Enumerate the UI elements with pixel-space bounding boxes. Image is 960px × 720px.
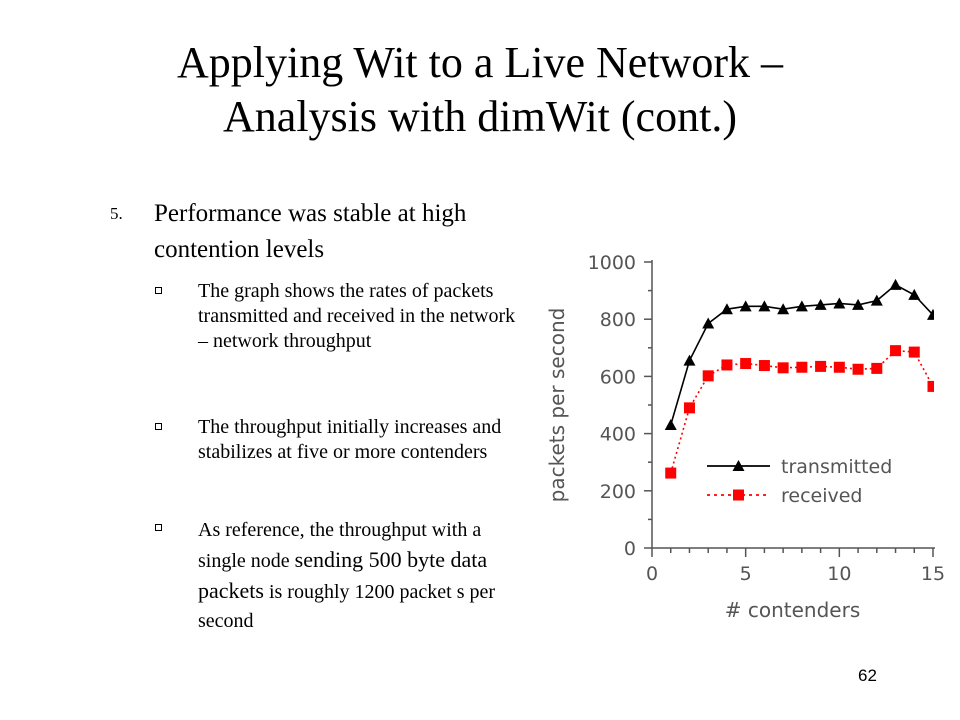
transmitted-point [739, 300, 752, 312]
received-point [777, 362, 789, 374]
y-tick-label: 1000 [588, 252, 636, 274]
transmitted-point [758, 300, 771, 312]
main-point: 5. Performance was stable at high conten… [110, 196, 520, 268]
throughput-chart: 0 200 400 600 800 1000 0 5 10 15 # contenders packe… [545, 252, 945, 622]
received-point [665, 467, 677, 479]
bullet-item-1: The graph shows the rates of packets tra… [155, 279, 525, 354]
legend-label-transmitted: transmitted [781, 456, 892, 478]
transmitted-point [852, 298, 865, 310]
y-tick-label: 800 [600, 309, 636, 331]
transmitted-point [664, 419, 677, 431]
page-number: 62 [858, 666, 877, 685]
transmitted-point [795, 300, 808, 312]
x-tick-label: 0 [646, 563, 658, 585]
received-point [796, 361, 808, 373]
bullet-text-1: The graph shows the rates of packets tra… [198, 280, 516, 352]
received-point [833, 361, 845, 373]
transmitted-point [870, 294, 883, 306]
received-point [721, 359, 733, 371]
y-tick-label: 200 [600, 481, 636, 503]
chart-marks [664, 278, 934, 479]
y-tick-label: 0 [624, 538, 636, 560]
transmitted-point [720, 303, 733, 315]
received-point [908, 346, 920, 358]
legend-marker-received [733, 489, 744, 501]
chart-axes: 0 200 400 600 800 1000 0 5 10 15 # contenders packe… [545, 252, 945, 622]
title-line-2: Analysis with dimWit (cont.) [223, 92, 737, 141]
legend-marker-transmitted [732, 460, 745, 471]
bullet-text-3-emphasis: sending 500 byte data packets [198, 547, 488, 603]
y-axis-label: packets per second [545, 308, 569, 503]
square-bullet-icon [155, 287, 162, 294]
received-point [683, 402, 695, 414]
square-bullet-icon [155, 423, 162, 430]
bullet-text-3c: is roughly 1200 packet s per second [198, 581, 496, 632]
received-point [758, 360, 770, 372]
x-tick-label: 10 [827, 563, 851, 585]
received-point [890, 345, 902, 357]
received-point [815, 360, 827, 372]
x-tick-label: 15 [921, 563, 945, 585]
received-point [740, 358, 752, 370]
legend-label-received: received [781, 485, 863, 507]
chart-legend: transmitted received [707, 456, 892, 507]
bullet-item-2: The throughput initially increases and s… [155, 415, 525, 465]
slide-title: Applying Wit to a Live Network – Analysi… [40, 36, 920, 144]
transmitted-point [833, 297, 846, 309]
received-point [871, 362, 883, 374]
transmitted-point [683, 354, 696, 366]
x-axis-label: # contenders [725, 598, 861, 622]
title-line-1: Applying Wit to a Live Network – [177, 38, 783, 87]
transmitted-point [889, 278, 902, 290]
x-tick-label: 5 [740, 563, 752, 585]
square-bullet-icon [155, 524, 162, 531]
bullet-text-3a: As reference, the throughput with a sing… [198, 519, 482, 572]
transmitted-point [908, 288, 921, 300]
received-point [927, 380, 934, 392]
transmitted-point [814, 298, 827, 310]
received-point [852, 363, 864, 375]
bullet-item-3: As reference, the throughput with a sing… [155, 516, 525, 636]
main-point-text: Performance was stable at high contentio… [154, 200, 467, 263]
transmitted-point [927, 308, 934, 320]
bullet-text-2: The throughput initially increases and s… [198, 416, 502, 463]
received-point [702, 370, 714, 382]
y-tick-label: 400 [600, 424, 636, 446]
transmitted-point [702, 317, 715, 329]
main-point-number: 5. [110, 204, 123, 223]
transmitted-point [777, 303, 790, 315]
y-tick-label: 600 [600, 366, 636, 388]
bullet-text-3: As reference, the throughput with a sing… [198, 516, 525, 636]
